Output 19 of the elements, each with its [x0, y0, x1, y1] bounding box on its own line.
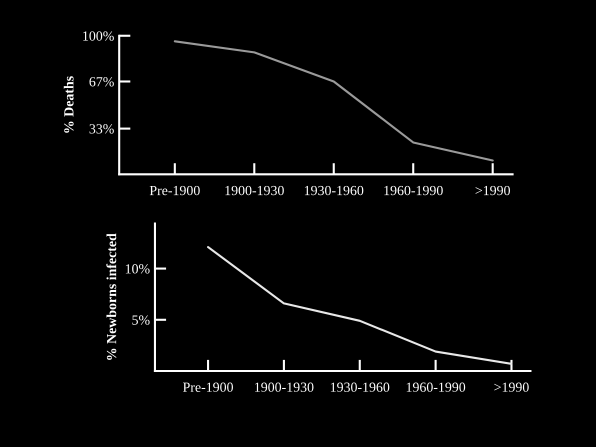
y-tick-label: 33% — [90, 124, 114, 134]
line-series — [174, 40, 494, 162]
x-tick-label: 1960-1990 — [406, 382, 466, 392]
x-tick-label: Pre-1900 — [183, 382, 233, 392]
x-tick-label: >1990 — [494, 382, 529, 392]
line-series — [207, 246, 513, 365]
x-tick-label: >1990 — [476, 186, 510, 196]
x-tick-label: 1900-1930 — [225, 186, 284, 196]
x-tick-label: 1930-1960 — [330, 382, 390, 392]
y-tick-label: 5% — [132, 315, 150, 325]
y-tick-label: 67% — [89, 77, 114, 86]
y-axis-title: % Deaths — [64, 76, 74, 133]
y-tick-label: 100% — [83, 31, 114, 41]
y-tick-label: 10% — [126, 264, 150, 274]
x-tick-label: 1960-1990 — [384, 186, 443, 196]
x-tick-label: 1930-1960 — [304, 186, 364, 196]
x-tick-label: 1900-1930 — [255, 382, 314, 392]
y-axis-title: % Newborns infected — [106, 233, 116, 360]
x-tick-label: Pre-1900 — [150, 186, 200, 196]
